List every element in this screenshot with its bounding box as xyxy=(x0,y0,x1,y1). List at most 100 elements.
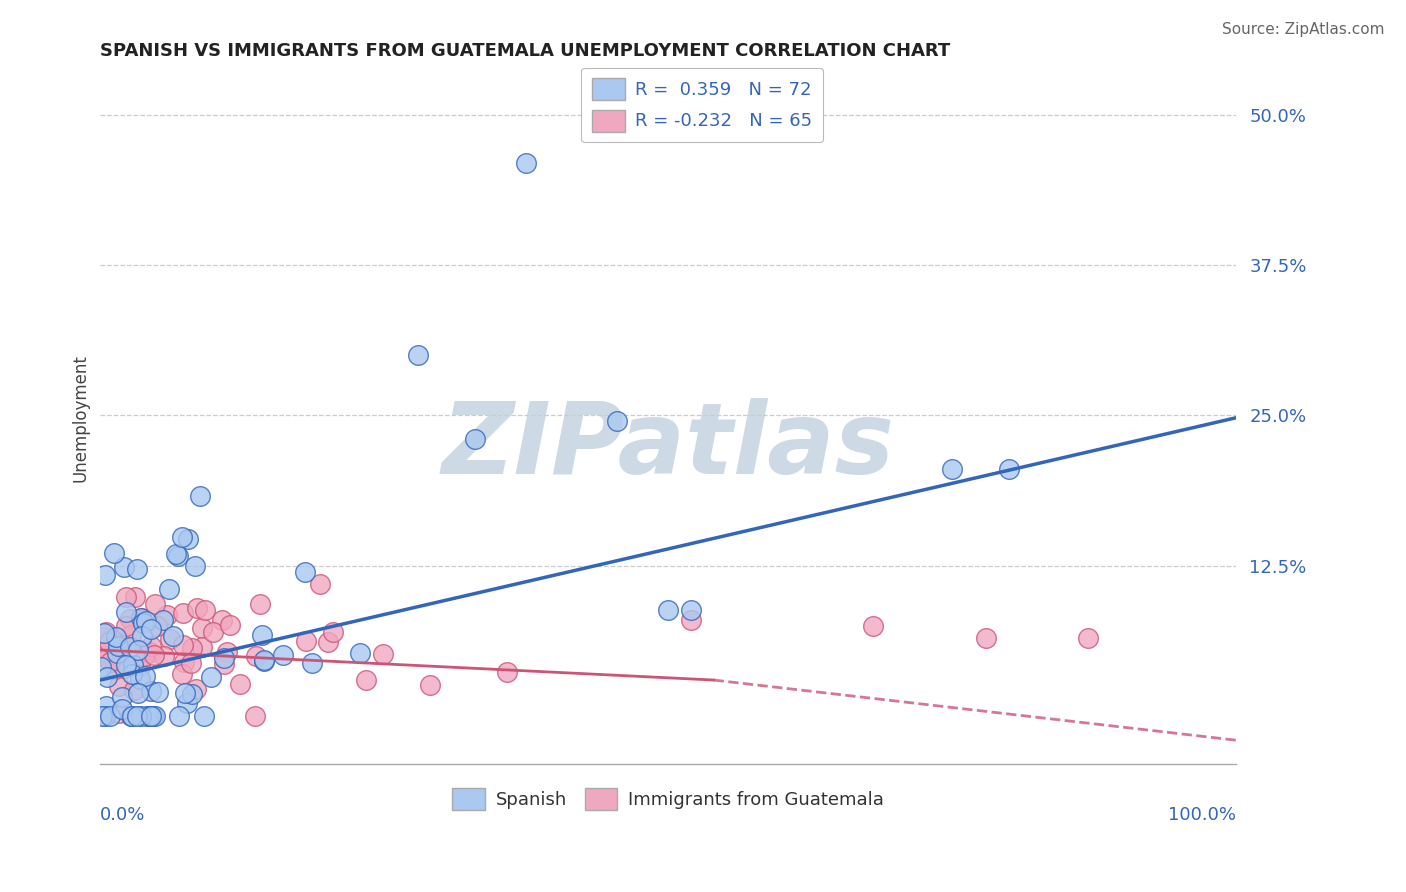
Point xyxy=(318,635,340,649)
Text: SPANISH VS IMMIGRANTS FROM GUATEMALA UNEMPLOYMENT CORRELATION CHART: SPANISH VS IMMIGRANTS FROM GUATEMALA UNE… xyxy=(100,42,950,60)
Point xyxy=(125,709,148,723)
Point xyxy=(98,709,121,723)
Point xyxy=(131,629,153,643)
Point xyxy=(371,648,394,662)
Point xyxy=(176,696,198,710)
Y-axis label: Unemployment: Unemployment xyxy=(72,354,89,483)
Point xyxy=(135,615,157,629)
Point xyxy=(657,603,679,617)
Point xyxy=(139,622,162,636)
Point xyxy=(145,619,167,633)
Point xyxy=(105,640,128,655)
Point xyxy=(408,348,430,362)
Point xyxy=(136,709,159,723)
Point xyxy=(139,684,162,698)
Point xyxy=(105,646,128,660)
Point xyxy=(181,641,204,656)
Point xyxy=(181,687,204,701)
Point xyxy=(152,649,174,664)
Point xyxy=(134,669,156,683)
Point xyxy=(253,652,276,666)
Point xyxy=(419,678,441,692)
Point xyxy=(349,646,371,660)
Point xyxy=(94,568,117,582)
Point xyxy=(110,640,132,654)
Point xyxy=(129,611,152,625)
Point xyxy=(143,598,166,612)
Point xyxy=(322,624,344,639)
Point xyxy=(156,608,179,623)
Point xyxy=(214,650,236,665)
Point xyxy=(294,565,316,579)
Point xyxy=(118,612,141,626)
Point xyxy=(245,649,267,664)
Point xyxy=(166,549,188,563)
Point xyxy=(679,613,702,627)
Point xyxy=(211,614,233,628)
Point xyxy=(184,559,207,574)
Point xyxy=(122,658,145,673)
Point xyxy=(131,611,153,625)
Point xyxy=(170,530,193,544)
Point xyxy=(104,662,127,676)
Point xyxy=(679,603,702,617)
Point xyxy=(1077,631,1099,645)
Point xyxy=(249,597,271,611)
Point xyxy=(125,562,148,576)
Point xyxy=(165,547,187,561)
Point xyxy=(172,667,194,681)
Point xyxy=(139,709,162,723)
Point xyxy=(120,627,142,641)
Point xyxy=(111,702,134,716)
Point xyxy=(194,603,217,617)
Point xyxy=(131,709,153,723)
Point xyxy=(998,462,1021,476)
Point xyxy=(132,615,155,630)
Point xyxy=(143,709,166,723)
Point xyxy=(191,621,214,635)
Point xyxy=(108,635,131,649)
Point xyxy=(941,462,963,476)
Point xyxy=(94,624,117,639)
Point xyxy=(98,635,121,649)
Point xyxy=(172,638,194,652)
Point xyxy=(214,657,236,671)
Point xyxy=(121,667,143,681)
Point xyxy=(202,624,225,639)
Point xyxy=(496,665,519,679)
Text: Source: ZipAtlas.com: Source: ZipAtlas.com xyxy=(1222,22,1385,37)
Point xyxy=(91,630,114,644)
Point xyxy=(93,626,115,640)
Point xyxy=(96,651,118,665)
Point xyxy=(107,679,129,693)
Point xyxy=(112,559,135,574)
Point xyxy=(464,433,486,447)
Point xyxy=(172,606,194,620)
Point xyxy=(136,709,159,723)
Point xyxy=(100,655,122,669)
Point xyxy=(250,627,273,641)
Point xyxy=(104,630,127,644)
Point xyxy=(184,682,207,697)
Point xyxy=(354,673,377,688)
Point xyxy=(167,709,190,723)
Point xyxy=(120,709,142,723)
Point xyxy=(111,690,134,705)
Point xyxy=(162,629,184,643)
Point xyxy=(93,645,115,659)
Point xyxy=(148,685,170,699)
Point xyxy=(118,640,141,654)
Point xyxy=(271,648,294,663)
Point xyxy=(91,709,114,723)
Point xyxy=(157,582,180,597)
Point xyxy=(219,618,242,632)
Point xyxy=(186,601,208,615)
Point xyxy=(301,657,323,671)
Point xyxy=(606,414,628,428)
Point xyxy=(177,532,200,546)
Point xyxy=(115,590,138,604)
Point xyxy=(294,634,316,648)
Point xyxy=(122,683,145,698)
Point xyxy=(103,546,125,560)
Point xyxy=(138,645,160,659)
